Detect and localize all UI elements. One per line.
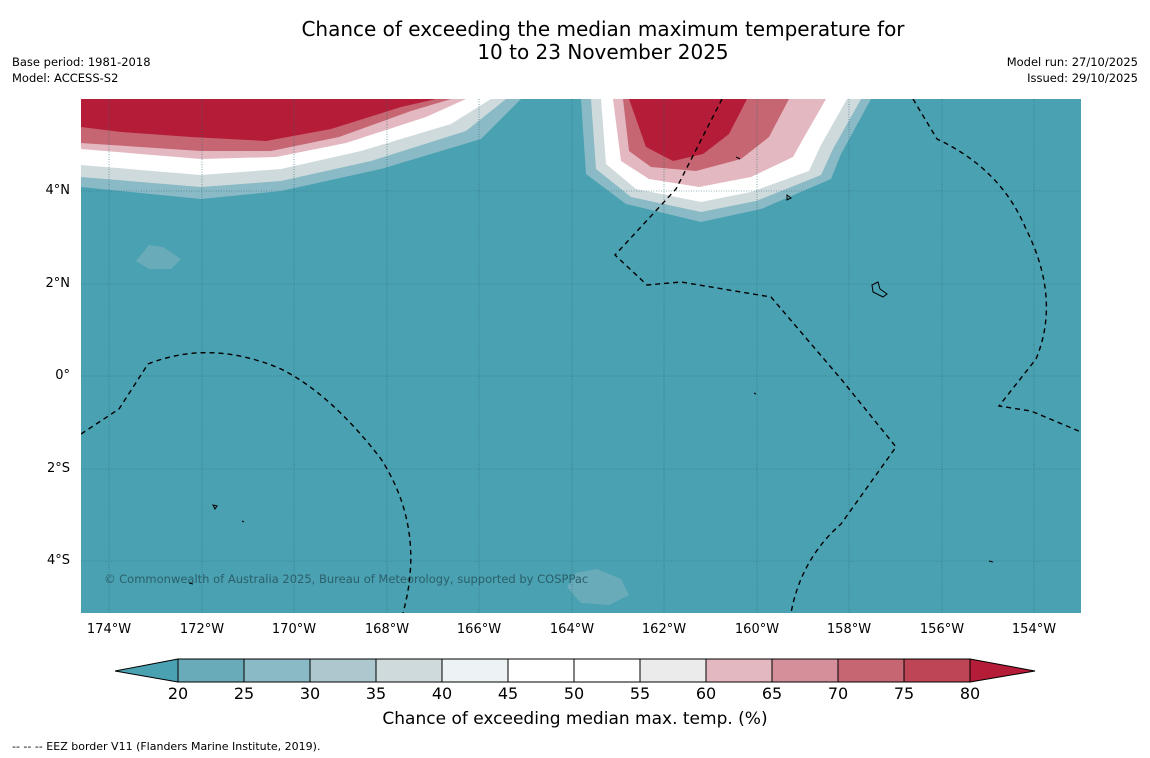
colorbar-tick-30: 30 bbox=[299, 684, 321, 703]
colorbar-bin-25-30 bbox=[243, 658, 311, 683]
colorbar-label: Chance of exceeding median max. temp. (%… bbox=[382, 709, 768, 729]
colorbar-tick-20: 20 bbox=[167, 684, 189, 703]
lon-label-172w: 172°W bbox=[179, 622, 225, 637]
colorbar-bin-55-60 bbox=[639, 658, 707, 683]
colorbar-bin-20-25 bbox=[177, 658, 245, 683]
lon-label-168w: 168°W bbox=[364, 622, 410, 637]
contour-right-80 bbox=[629, 99, 747, 161]
colorbar-bin-75-80 bbox=[903, 658, 971, 683]
lon-label-156w: 156°W bbox=[919, 622, 965, 637]
islands bbox=[188, 156, 994, 585]
colorbar-tick-50: 50 bbox=[563, 684, 585, 703]
graticule bbox=[81, 99, 1081, 613]
colorbar-bin-70-75 bbox=[837, 658, 905, 683]
lon-label-160w: 160°W bbox=[734, 622, 780, 637]
model-name: Model: ACCESS-S2 bbox=[12, 71, 119, 85]
colorbar-tick-55: 55 bbox=[629, 684, 651, 703]
island-5 bbox=[188, 582, 194, 585]
lat-label-2s: 2°S bbox=[46, 461, 70, 476]
issued-date: Issued: 29/10/2025 bbox=[1027, 71, 1138, 85]
island-3 bbox=[212, 504, 218, 510]
lat-label-4s: 4°S bbox=[46, 553, 70, 568]
eez-borders bbox=[81, 99, 1081, 613]
base-period: Base period: 1981-2018 bbox=[12, 55, 151, 69]
model-run: Model run: 27/10/2025 bbox=[1006, 55, 1138, 69]
lon-label-174w: 174°W bbox=[86, 622, 132, 637]
lon-label-154w: 154°W bbox=[1011, 622, 1057, 637]
island-6 bbox=[988, 560, 994, 563]
eez-footnote: -- -- -- EEZ border V11 (Flanders Marine… bbox=[12, 740, 321, 753]
lat-label-0: 0° bbox=[55, 368, 70, 383]
map-title: Chance of exceeding the median maximum t… bbox=[200, 18, 1006, 64]
map-panel: © Commonwealth of Australia 2025, Bureau… bbox=[81, 99, 1081, 613]
colorbar-high-extend bbox=[969, 658, 1036, 683]
colorbar-bin-50-55 bbox=[573, 658, 641, 683]
colorbar-bin-60-65 bbox=[705, 658, 773, 683]
colorbar-bin-45-50 bbox=[507, 658, 575, 683]
contour-left-80 bbox=[81, 99, 436, 141]
meta-left: Base period: 1981-2018 Model: ACCESS-S2 bbox=[12, 54, 151, 86]
colorbar-tick-45: 45 bbox=[497, 684, 519, 703]
colorbar-tick-60: 60 bbox=[695, 684, 717, 703]
island-2 bbox=[871, 281, 888, 298]
island-7 bbox=[735, 156, 741, 160]
title-line-1: Chance of exceeding the median maximum t… bbox=[301, 17, 905, 41]
eez-border-central bbox=[614, 99, 897, 613]
colorbar-tick-65: 65 bbox=[761, 684, 783, 703]
lon-label-164w: 164°W bbox=[549, 622, 595, 637]
colorbar-bin-30-35 bbox=[309, 658, 377, 683]
title-line-2: 10 to 23 November 2025 bbox=[477, 40, 729, 64]
colorbar-low-extend bbox=[114, 658, 179, 683]
colorbar-tick-75: 75 bbox=[893, 684, 915, 703]
lon-label-162w: 162°W bbox=[641, 622, 687, 637]
island-8 bbox=[753, 392, 757, 395]
eez-border-west bbox=[81, 352, 412, 613]
lat-label-4n: 4°N bbox=[45, 183, 71, 198]
island-4 bbox=[241, 520, 245, 523]
colorbar-bin-40-45 bbox=[441, 658, 509, 683]
lon-label-158w: 158°W bbox=[826, 622, 872, 637]
island-1 bbox=[786, 194, 792, 201]
colorbar-bin-35-40 bbox=[375, 658, 443, 683]
lon-label-166w: 166°W bbox=[456, 622, 502, 637]
colorbar-bin-65-70 bbox=[771, 658, 839, 683]
colorbar-tick-80: 80 bbox=[959, 684, 981, 703]
eez-border-east bbox=[912, 99, 1081, 433]
patch-light-2 bbox=[567, 569, 629, 605]
lon-label-170w: 170°W bbox=[271, 622, 317, 637]
lat-label-2n: 2°N bbox=[45, 276, 71, 291]
copyright-text: © Commonwealth of Australia 2025, Bureau… bbox=[104, 572, 588, 586]
colorbar-tick-35: 35 bbox=[365, 684, 387, 703]
patch-light-1 bbox=[136, 245, 181, 269]
colorbar-tick-40: 40 bbox=[431, 684, 453, 703]
colorbar-tick-70: 70 bbox=[827, 684, 849, 703]
colorbar-tick-25: 25 bbox=[233, 684, 255, 703]
meta-right: Model run: 27/10/2025 Issued: 29/10/2025 bbox=[1007, 54, 1138, 86]
colorbar bbox=[114, 658, 1036, 683]
